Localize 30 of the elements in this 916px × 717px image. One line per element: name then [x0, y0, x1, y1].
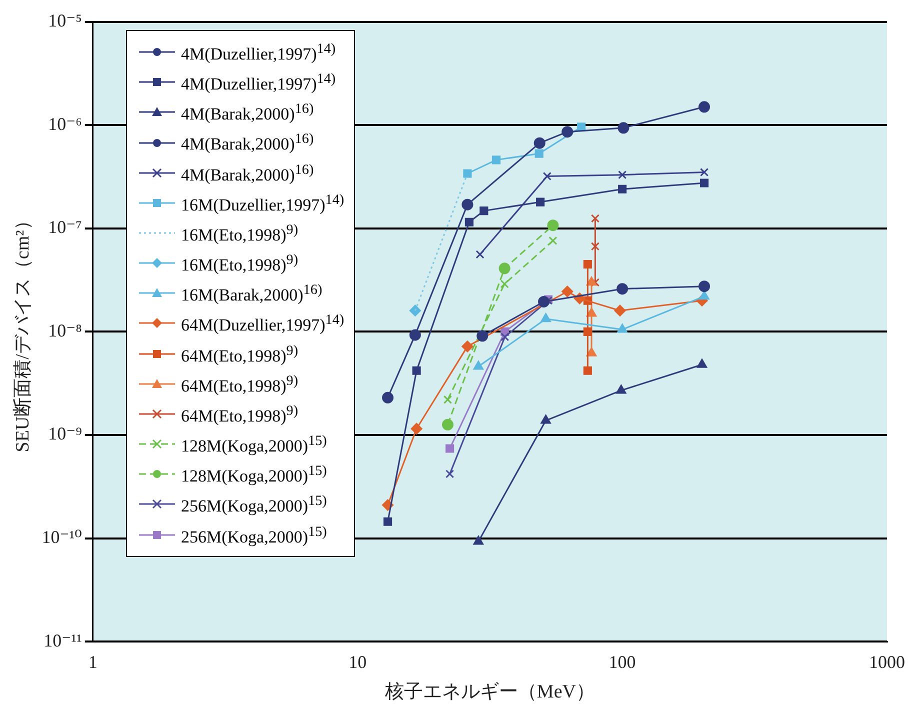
legend-label: 64M(Eto,1998)$^{9)}$ — [181, 402, 298, 428]
legend-label: 4M(Duzellier,1997)$^{14)}$ — [181, 40, 336, 66]
legend-label: 128M(Koga,2000)$^{15)}$ — [181, 462, 327, 488]
legend-label: 256M(Koga,2000)$^{15)}$ — [181, 492, 327, 518]
legend-label: 128M(Koga,2000)$^{15)}$ — [181, 432, 327, 458]
y-tick-label: 10⁻¹¹ — [44, 630, 82, 650]
y-tick-label: 10⁻⁸ — [48, 320, 82, 340]
legend-label: 4M(Barak,2000)$^{16)}$ — [181, 130, 314, 156]
x-tick-label: 10 — [348, 652, 367, 672]
y-tick-label: 10⁻⁵ — [48, 10, 82, 31]
legend-label: 4M(Duzellier,1997)$^{14)}$ — [181, 70, 336, 96]
legend-label: 64M(Eto,1998)$^{9)}$ — [181, 342, 298, 368]
x-tick-label: 1 — [88, 652, 98, 672]
y-tick-label: 10⁻⁶ — [48, 114, 82, 134]
y-tick-label: 10⁻¹⁰ — [42, 527, 82, 548]
legend-label: 64M(Duzellier,1997)$^{14)}$ — [181, 311, 344, 338]
legend-label: 16M(Barak,2000)$^{16)}$ — [181, 281, 322, 307]
legend-label: 16M(Eto,1998)$^{9)}$ — [181, 251, 298, 277]
legend-label: 256M(Koga,2000)$^{15)}$ — [181, 522, 327, 548]
y-axis-title: SEU断面積/デバイス（cm²） — [12, 211, 34, 452]
y-tick-label: 10⁻⁹ — [48, 424, 82, 444]
legend-label: 4M(Barak,2000)$^{16)}$ — [181, 160, 314, 186]
y-tick-label: 10⁻⁷ — [48, 217, 82, 238]
x-tick-label: 100 — [608, 652, 636, 672]
x-tick-label: 1000 — [869, 652, 905, 672]
legend-label: 4M(Barak,2000)$^{16)}$ — [181, 100, 314, 126]
x-axis-title: 核子エネルギー（MeV） — [384, 682, 595, 703]
legend-label: 64M(Eto,1998)$^{9)}$ — [181, 372, 298, 398]
legend-label: 16M(Duzellier,1997)$^{14)}$ — [181, 190, 344, 216]
legend-label: 16M(Eto,1998)$^{9)}$ — [181, 220, 298, 247]
